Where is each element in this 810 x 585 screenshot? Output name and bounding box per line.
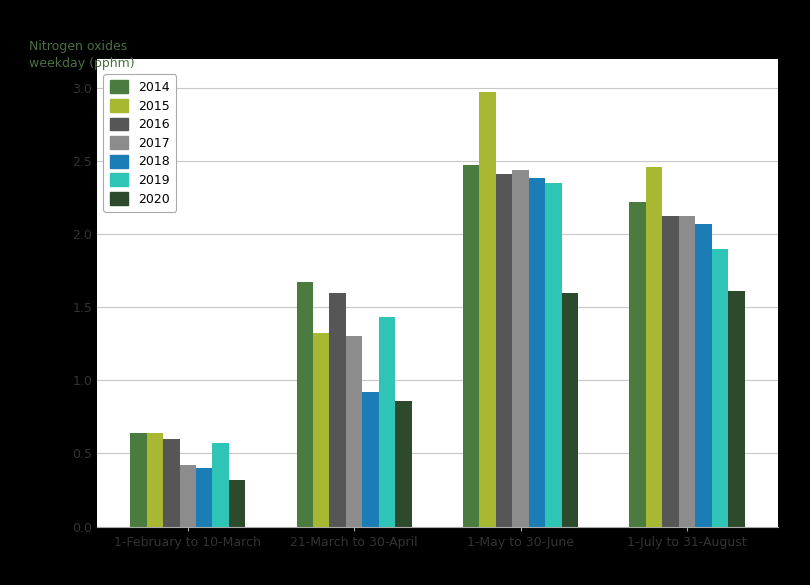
Bar [212,443,229,526]
Bar [679,216,695,526]
Title: Randwick (Sydney): Randwick (Sydney) [340,33,535,51]
Bar [379,317,395,526]
Bar [180,465,196,526]
Bar [646,167,663,526]
Bar [529,178,545,526]
Bar [480,92,496,526]
Bar [496,174,513,526]
Bar [663,216,679,526]
Bar [296,283,313,526]
Bar [395,401,411,526]
Bar [346,336,362,526]
Text: Nitrogen oxides
weekday (pphm): Nitrogen oxides weekday (pphm) [29,40,134,70]
Bar [147,433,163,526]
Bar [313,333,330,526]
Bar [229,480,245,526]
Bar [330,292,346,526]
Legend: 2014, 2015, 2016, 2017, 2018, 2019, 2020: 2014, 2015, 2016, 2017, 2018, 2019, 2020 [104,74,177,212]
Bar [562,292,578,526]
Bar [629,202,646,526]
Bar [513,170,529,526]
Bar [362,392,379,526]
Bar [728,291,744,526]
Bar [712,249,728,526]
Bar [463,165,480,526]
Bar [695,224,712,526]
Bar [163,439,180,526]
Bar [545,183,562,526]
Bar [196,468,212,526]
Bar [130,433,147,526]
